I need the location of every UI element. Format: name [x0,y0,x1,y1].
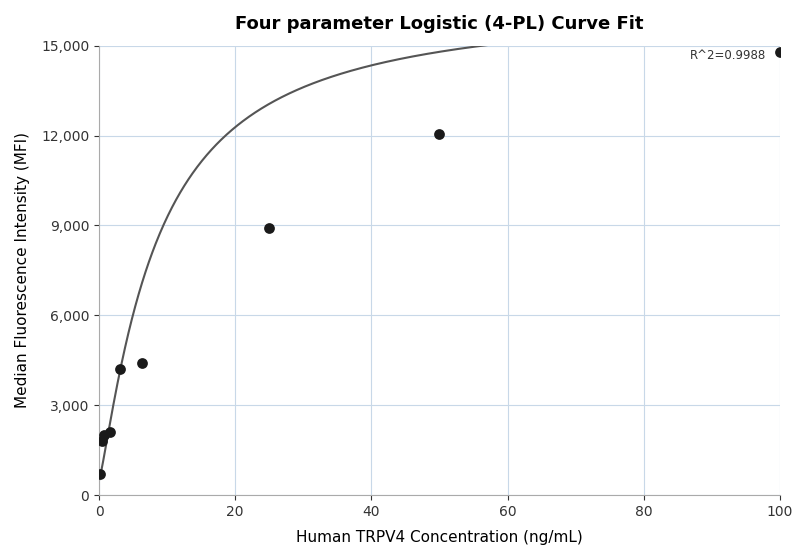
Title: Four parameter Logistic (4-PL) Curve Fit: Four parameter Logistic (4-PL) Curve Fit [235,15,644,33]
Point [773,47,786,56]
X-axis label: Human TRPV4 Concentration (ng/mL): Human TRPV4 Concentration (ng/mL) [296,530,583,545]
Point [93,470,106,479]
Point [103,428,116,437]
Y-axis label: Median Fluorescence Intensity (MFI): Median Fluorescence Intensity (MFI) [15,132,30,408]
Point [98,431,111,440]
Point [135,359,148,368]
Point [95,437,108,446]
Point [263,224,276,233]
Point [433,129,446,138]
Point [114,365,127,374]
Text: R^2=0.9988: R^2=0.9988 [690,49,766,62]
